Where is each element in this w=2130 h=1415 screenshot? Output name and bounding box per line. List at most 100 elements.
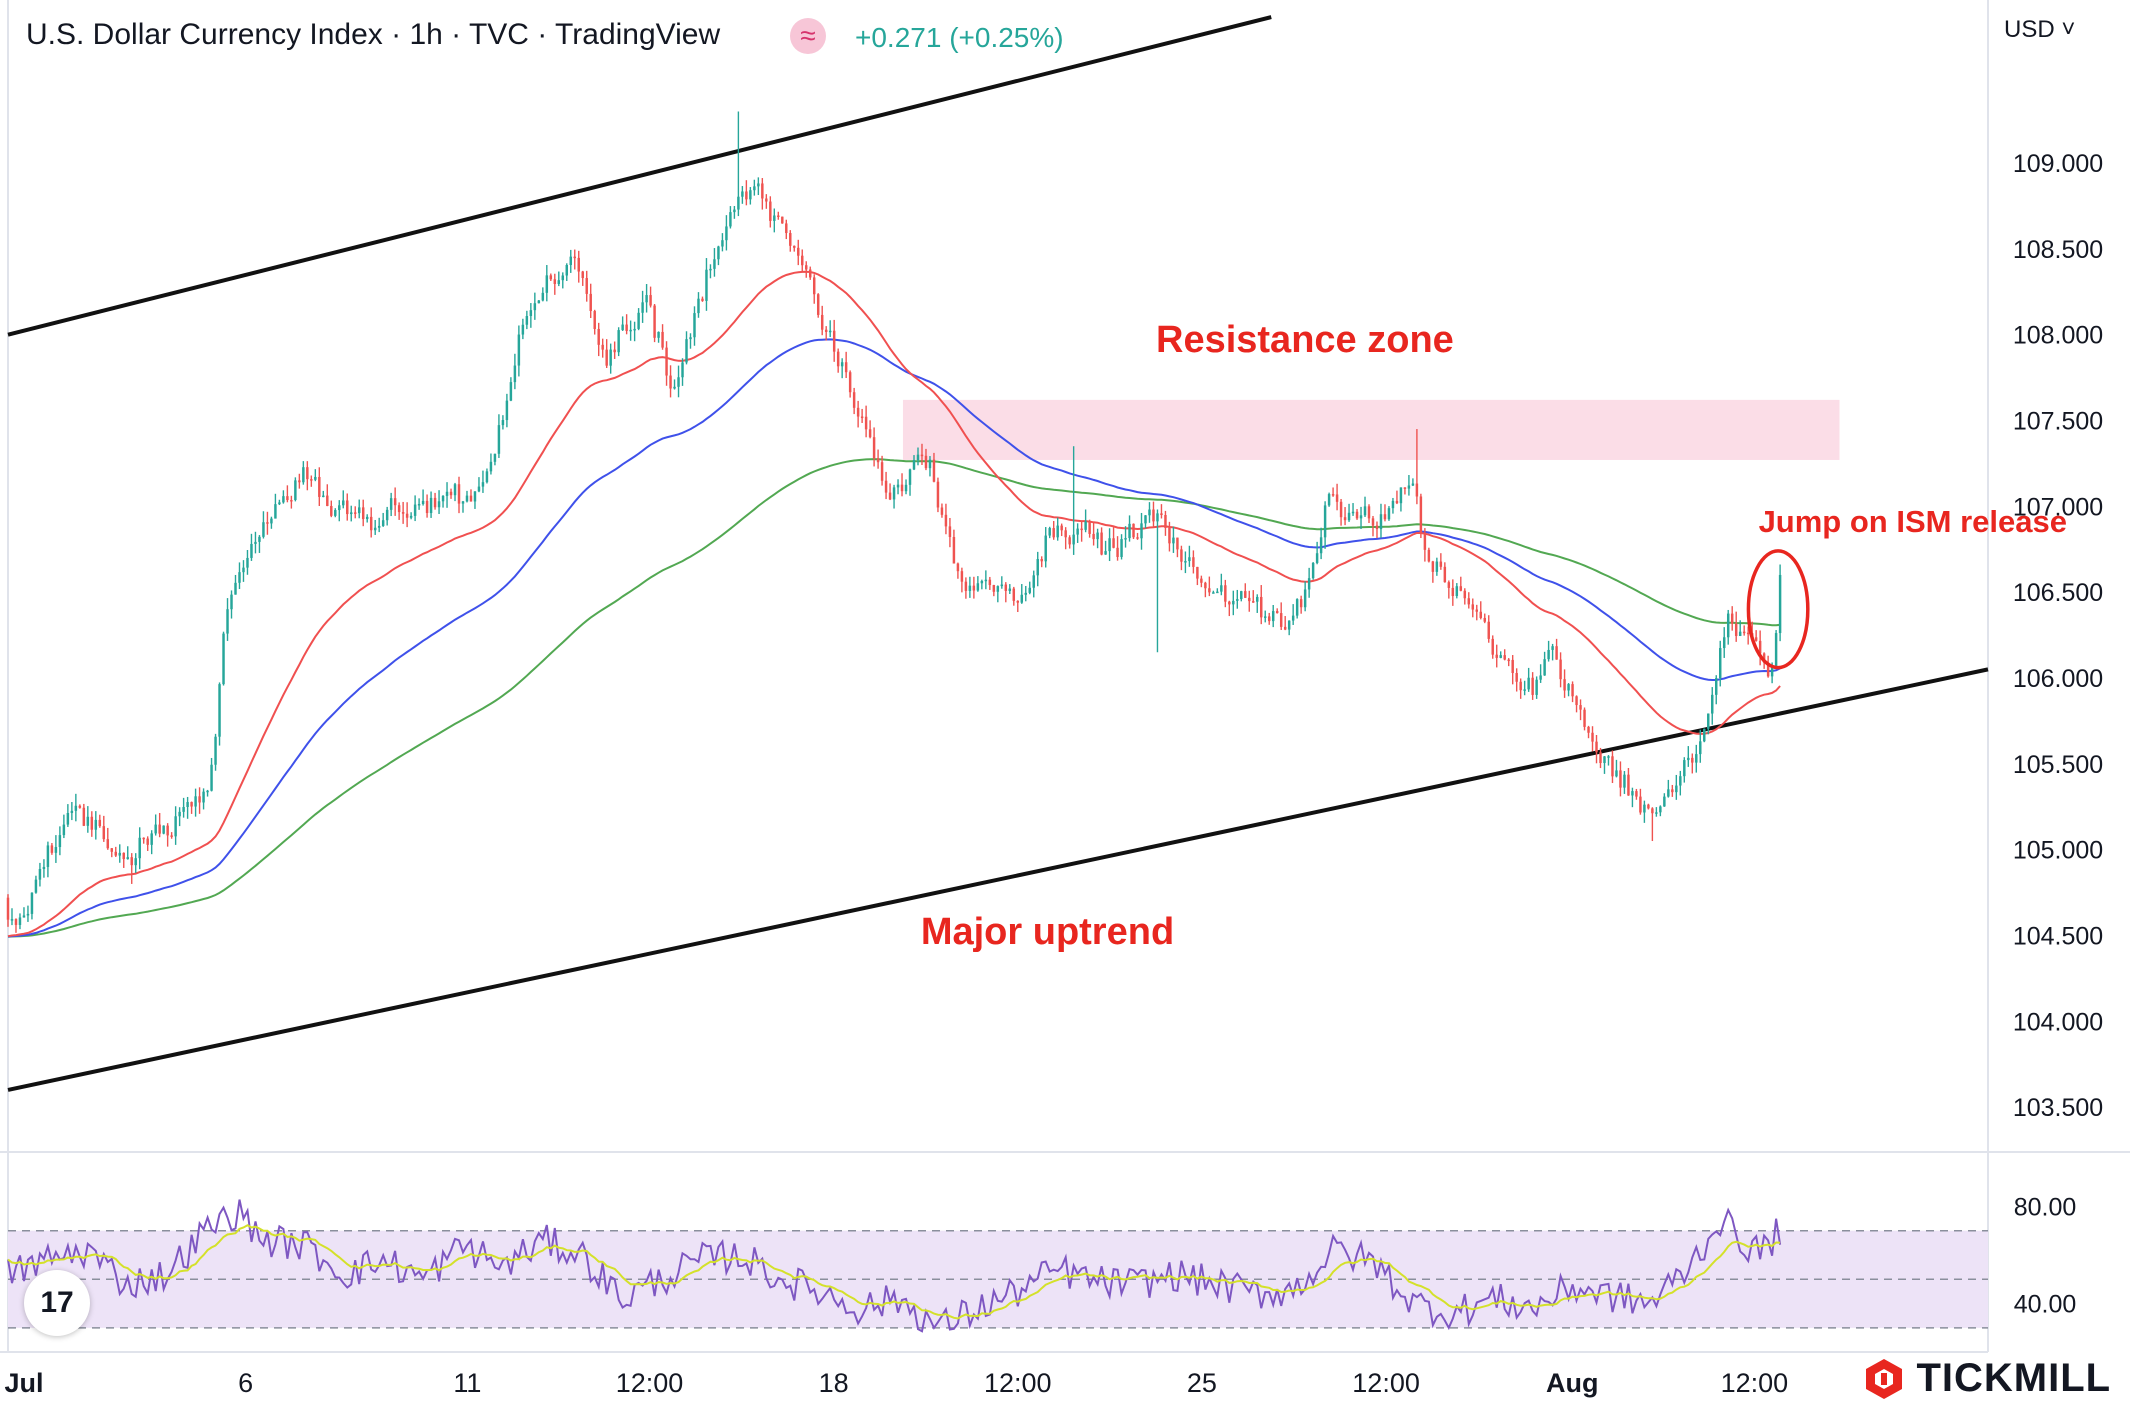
candle-body [737,196,740,210]
candle-body [741,191,744,197]
candle-body [1371,518,1375,526]
candle-body [1164,514,1167,528]
candle-body [1758,640,1762,654]
candle-body [681,362,684,378]
candle-body [1064,530,1067,538]
candle-body [1667,789,1670,797]
candle-body [1679,776,1682,786]
candle-body [78,805,82,808]
candle-body [274,504,277,519]
candle-body [964,581,968,591]
candle-body [1766,662,1770,677]
candle-body [960,571,964,582]
currency-selector[interactable]: USD ˅ [2004,16,2076,43]
candle-body [1008,588,1012,591]
tradingview-logo-icon[interactable]: 17 [24,1270,90,1336]
candle-body [266,522,269,524]
candle-body [1048,528,1051,536]
candle-body [1695,754,1698,763]
candle-body [1707,713,1710,729]
candle-body [1387,508,1391,520]
candle-body [1475,609,1479,612]
candle-body [1651,808,1654,814]
candle-body [848,372,852,393]
candle-body [1315,553,1319,563]
candle-body [1283,626,1287,630]
candle-body [1299,599,1303,608]
candle-body [1635,791,1638,797]
moving-average-ema_mid [7,338,1781,938]
candle-body [621,324,624,331]
candle-body [1726,613,1730,638]
annotation-resistance: Resistance zone [1156,319,1454,361]
candle-body [1323,505,1327,538]
candle-body [22,915,26,918]
candle-body [1551,646,1554,650]
candle-body [114,851,117,856]
candle-body [896,484,900,488]
candle-body [888,492,892,500]
candle-body [357,507,361,514]
candle-body [202,791,205,803]
candle-body [306,467,309,480]
candle-body [389,498,393,510]
candle-body [485,471,489,483]
candle-body [54,847,58,853]
candle-body [1208,588,1211,593]
candle-body [1603,756,1606,764]
candle-body [709,268,712,271]
candle-body [916,454,920,461]
candle-body [836,351,840,367]
candle-body [130,857,133,866]
ism-highlight-ellipse [1746,549,1810,670]
candle-body [1507,659,1510,662]
symbol-badge-icon[interactable]: ≈ [790,18,826,54]
candle-body [1379,514,1383,530]
price-tick-label: 105.500 [2013,751,2103,779]
candle-body [533,303,537,311]
candle-body [397,505,401,513]
candle-body [246,557,249,568]
candle-body [1216,591,1219,594]
tickmill-logo: TICKMILL [1862,1356,2111,1406]
candle-body [852,392,856,408]
rsi-line [7,1199,1782,1333]
candle-body [493,453,497,462]
candle-body [1742,631,1746,634]
candle-body [90,816,94,830]
chart-title: U.S. Dollar Currency Index · 1h · TVC · … [26,18,721,51]
candle-body [1036,559,1039,576]
candle-body [697,298,700,314]
candle-body [354,512,357,514]
candle-body [1627,774,1630,796]
candle-body [421,500,425,504]
candle-body [1271,611,1275,622]
candle-body [413,504,417,516]
candle-body [1104,551,1107,555]
candle-body [437,501,441,508]
candle-body [1132,523,1135,538]
candle-body [565,265,569,276]
candle-body [1291,615,1295,621]
candle-body [150,833,153,845]
candle-body [972,585,976,591]
candle-body [948,526,952,538]
brand-name: TICKMILL [1916,1356,2112,1400]
candle-body [1579,705,1582,710]
candle-body [1168,527,1171,544]
candle-body [816,294,820,315]
candle-body [377,525,381,528]
candle-body [1343,517,1347,521]
candle-body [1016,600,1020,603]
candle-body [489,461,493,472]
candle-body [62,824,66,836]
candle-body [1303,589,1307,608]
candle-body [749,190,752,200]
candle-body [1447,582,1451,588]
candle-body [1024,592,1027,595]
candle-body [1056,525,1059,538]
candle-body [1000,584,1004,587]
